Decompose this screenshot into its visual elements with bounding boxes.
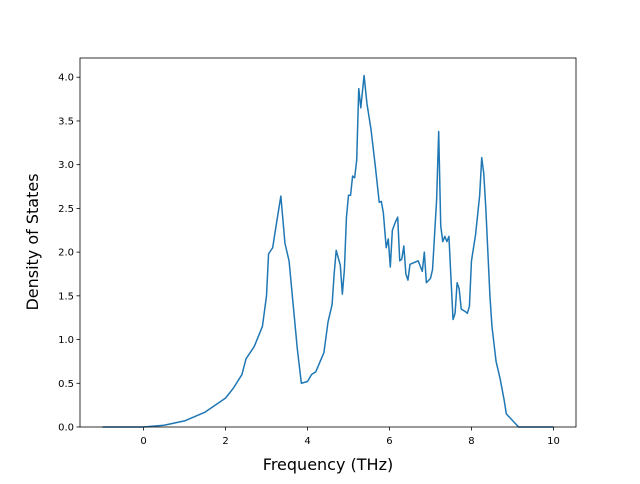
y-axis-label: Density of States	[23, 173, 42, 310]
y-tick-label: 2.5	[58, 204, 74, 215]
y-tick-label: 0.5	[58, 379, 74, 390]
line-series	[102, 74, 554, 428]
y-tick-label: 2.0	[58, 248, 74, 259]
x-tick-label: 8	[468, 436, 474, 447]
y-tick-label: 1.5	[58, 291, 74, 302]
y-tick-label: 1.0	[58, 335, 74, 346]
x-tick-label: 0	[140, 436, 146, 447]
x-tick-label: 10	[547, 436, 560, 447]
x-tick-label: 2	[222, 436, 228, 447]
y-tick-label: 3.5	[58, 116, 74, 127]
y-tick-label: 4.0	[58, 73, 74, 84]
y-tick-label: 3.0	[58, 160, 74, 171]
x-tick-label: 6	[386, 436, 392, 447]
x-axis-label: Frequency (THz)	[263, 455, 393, 474]
plot-frame	[79, 57, 577, 428]
y-tick-label: 0.0	[58, 423, 74, 434]
x-tick-label: 4	[304, 436, 310, 447]
